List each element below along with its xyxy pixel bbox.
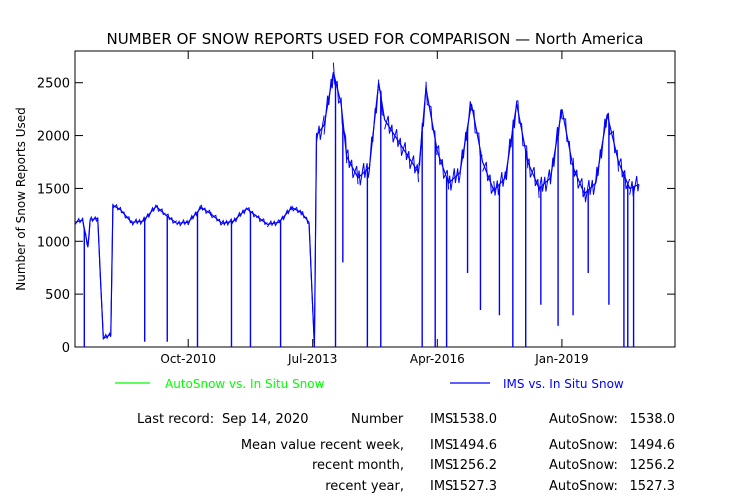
series-noise-segment [176, 218, 189, 227]
series-noise-segment [82, 217, 89, 248]
series-noise-segment [527, 158, 540, 198]
series-noise-segment [332, 62, 342, 104]
stats-autosnow-value: 1256.2 [629, 458, 676, 473]
series-noise-segment [471, 109, 483, 157]
series-noise-segment [418, 84, 427, 167]
last-record-label: Last record: [137, 412, 215, 427]
stats-ims-label: IMS: [430, 412, 458, 427]
stats-autosnow-label: AutoSnow: [549, 458, 618, 473]
series-noise-segment [112, 203, 121, 211]
x-tick-label: Jul-2013 [287, 352, 337, 366]
stats-autosnow-label: AutoSnow: [549, 412, 618, 427]
series-noise-segment [165, 213, 178, 224]
series-noise-segment [291, 205, 302, 216]
series-noise-segment [74, 217, 84, 226]
y-tick-label: 2000 [37, 130, 70, 145]
y-axis-ticks: 0 500 1000 1500 2000 2500 [37, 77, 675, 356]
series-noise-segment [357, 163, 370, 186]
x-tick-label: Jan-2019 [534, 352, 588, 366]
series-layer [74, 62, 640, 348]
stats-autosnow-value: 1494.6 [629, 438, 676, 453]
stats-ims-value: 1494.6 [451, 438, 498, 453]
series-noise-segment [538, 169, 551, 192]
y-tick-label: 1500 [37, 182, 70, 197]
series-noise-segment [316, 115, 325, 142]
stats-ims-label: IMS: [430, 479, 458, 494]
plot-frame [74, 50, 676, 348]
stats-autosnow-label: AutoSnow: [549, 438, 618, 453]
x-axis-ticks: Oct-2010 Jul-2013 Apr-2016 Jan-2019 [160, 51, 589, 366]
stats-autosnow-value: 1527.3 [629, 479, 676, 494]
y-tick-label: 2500 [37, 77, 70, 92]
series-noise-segment [255, 215, 268, 226]
series-noise-segment [278, 205, 293, 225]
stats-autosnow-value: 1538.0 [629, 412, 676, 427]
x-tick-label: Apr-2016 [410, 352, 465, 366]
stats-ims-value: 1538.0 [451, 412, 498, 427]
legend: AutoSnow vs. In Situ Snow IMS vs. In Situ… [115, 377, 624, 391]
chart-title: NUMBER OF SNOW REPORTS USED FOR COMPARIS… [106, 30, 643, 48]
series-noise-segment [629, 175, 640, 197]
series-noise-segment [561, 118, 574, 165]
snow-reports-chart: NUMBER OF SNOW REPORTS USED FOR COMPARIS… [14, 30, 676, 391]
y-tick-label: 1000 [37, 235, 70, 250]
series-noise-segment [97, 217, 104, 336]
series-noise-segment [102, 332, 112, 340]
series-noise-segment [266, 219, 280, 228]
legend-label: AutoSnow vs. In Situ Snow [165, 377, 325, 391]
series-noise-segment [110, 203, 114, 337]
stats-ims-value: 1256.2 [451, 458, 498, 473]
legend-label: IMS vs. In Situ Snow [503, 377, 624, 391]
series-noise-segment [131, 217, 144, 227]
series-noise-segment [595, 114, 608, 181]
series-noise-segment [436, 145, 450, 190]
series-noise-segment [346, 149, 359, 185]
series-noise-segment [119, 206, 132, 224]
stats-row-label: recent month, [312, 458, 404, 473]
series-noise-segment [459, 101, 472, 176]
x-tick-label: Oct-2010 [160, 352, 216, 366]
series-noise-segment [221, 217, 234, 227]
series-noise-segment [368, 79, 380, 171]
series-line [74, 71, 640, 348]
series-noise-segment [313, 132, 317, 348]
y-tick-label: 500 [45, 288, 70, 303]
series-noise-segment [378, 88, 385, 117]
series-noise-segment [340, 97, 348, 164]
series-noise-segment [246, 206, 257, 218]
series-noise-segment [323, 75, 334, 135]
series-noise-segment [200, 204, 212, 216]
series-noise-segment [155, 204, 166, 216]
stats-autosnow-label: AutoSnow: [549, 479, 618, 494]
number-label: Number [351, 412, 404, 427]
series-noise-segment [550, 109, 563, 185]
series-noise-segment [187, 204, 202, 226]
series-noise-segment [87, 220, 91, 245]
series-noise-segment [482, 161, 495, 194]
stats-row-label: recent year, [325, 479, 404, 494]
series-noise-segment [384, 115, 419, 183]
series-noise-segment [210, 211, 223, 226]
stats-ims-label: IMS: [430, 438, 458, 453]
series-noise-segment [142, 204, 157, 222]
series-noise-segment [301, 211, 310, 224]
series-noise-segment [516, 100, 529, 169]
series-noise-segment [504, 100, 518, 181]
y-axis-label: Number of Snow Reports Used [14, 107, 28, 290]
y-tick-label: 0 [62, 341, 70, 356]
series-noise-segment [308, 222, 315, 345]
series-noise-segment [572, 157, 585, 198]
series-noise-segment [448, 168, 461, 191]
stats-ims-value: 1527.3 [451, 479, 498, 494]
last-record-date: Sep 14, 2020 [222, 412, 309, 427]
series-noise-segment [89, 215, 99, 223]
stats-row-label: Mean value recent week, [240, 438, 404, 453]
stats-ims-label: IMS: [430, 458, 458, 473]
series-noise-segment [233, 207, 248, 223]
series-noise-segment [583, 179, 597, 203]
